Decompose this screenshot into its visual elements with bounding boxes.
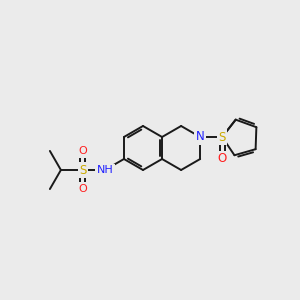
Text: O: O xyxy=(79,146,87,156)
Text: O: O xyxy=(79,184,87,194)
Text: S: S xyxy=(79,164,87,176)
Text: O: O xyxy=(218,152,227,166)
Text: N: N xyxy=(196,130,205,143)
Text: S: S xyxy=(218,130,226,143)
Text: NH: NH xyxy=(97,165,113,175)
